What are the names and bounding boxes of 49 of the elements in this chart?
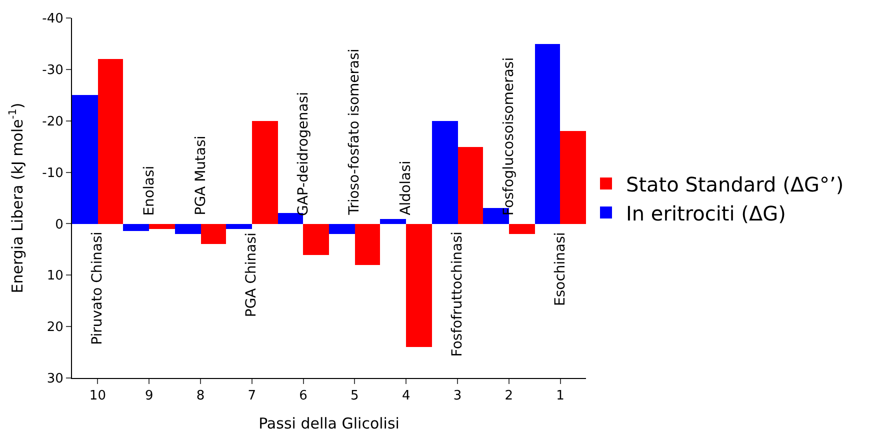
annotation: Fosfoglucosoisomerasi bbox=[501, 57, 518, 216]
x-tick-label: 5 bbox=[350, 388, 359, 404]
y-tick-label: 20 bbox=[46, 320, 64, 336]
bar bbox=[458, 147, 483, 224]
bar bbox=[252, 121, 278, 224]
x-tick-label: 2 bbox=[504, 388, 514, 404]
bar bbox=[329, 224, 355, 234]
x-tick-label: 6 bbox=[299, 388, 308, 404]
annotation: GAP-deidrogenasi bbox=[296, 92, 312, 216]
bar bbox=[406, 224, 432, 347]
annotation: PGA Chinasi bbox=[244, 232, 260, 318]
y-tick-label: 10 bbox=[46, 268, 64, 284]
bar bbox=[432, 121, 458, 224]
bar bbox=[535, 44, 560, 224]
x-tick-label: 4 bbox=[402, 388, 410, 404]
x-tick-label: 7 bbox=[248, 388, 256, 404]
bar bbox=[226, 224, 252, 229]
bar bbox=[509, 224, 535, 234]
bar bbox=[72, 95, 98, 224]
y-tick-label: -30 bbox=[42, 62, 64, 78]
annotation: PGA Mutasi bbox=[192, 136, 209, 216]
y-tick-label: -10 bbox=[42, 166, 64, 181]
annotation: Piruvato Chinasi bbox=[89, 232, 106, 345]
bar bbox=[380, 219, 406, 224]
x-tick-label: 8 bbox=[196, 388, 205, 404]
annotation: Enolasi bbox=[141, 166, 158, 216]
y-tick-label: -20 bbox=[42, 114, 64, 130]
annotation: Trioso-fosfato isomerasi bbox=[346, 48, 362, 216]
bar bbox=[175, 224, 201, 234]
bar bbox=[123, 224, 149, 231]
bar bbox=[98, 59, 123, 224]
x-tick-label: 10 bbox=[89, 388, 106, 404]
annotation: Aldolasi bbox=[398, 160, 414, 216]
y-tick-label: 30 bbox=[46, 372, 64, 387]
annotation: Fosfofruttochinasi bbox=[449, 232, 466, 357]
annotation: Esochinasi bbox=[552, 232, 569, 306]
bar bbox=[149, 224, 175, 229]
x-tick-label: 1 bbox=[556, 388, 564, 404]
x-tick-label: 9 bbox=[144, 388, 154, 404]
bar bbox=[560, 131, 586, 224]
y-tick-label: -40 bbox=[42, 12, 64, 27]
x-axis-title: Passi della Glicolisi bbox=[258, 414, 400, 433]
bar bbox=[303, 224, 329, 255]
bar bbox=[201, 224, 226, 244]
x-tick-label: 3 bbox=[453, 388, 462, 404]
bar bbox=[355, 224, 380, 265]
legend-label: In eritrociti (ΔG) bbox=[626, 201, 786, 226]
y-tick-label: 0 bbox=[55, 217, 64, 232]
legend-label: Stato Standard (ΔG°’) bbox=[626, 172, 844, 196]
